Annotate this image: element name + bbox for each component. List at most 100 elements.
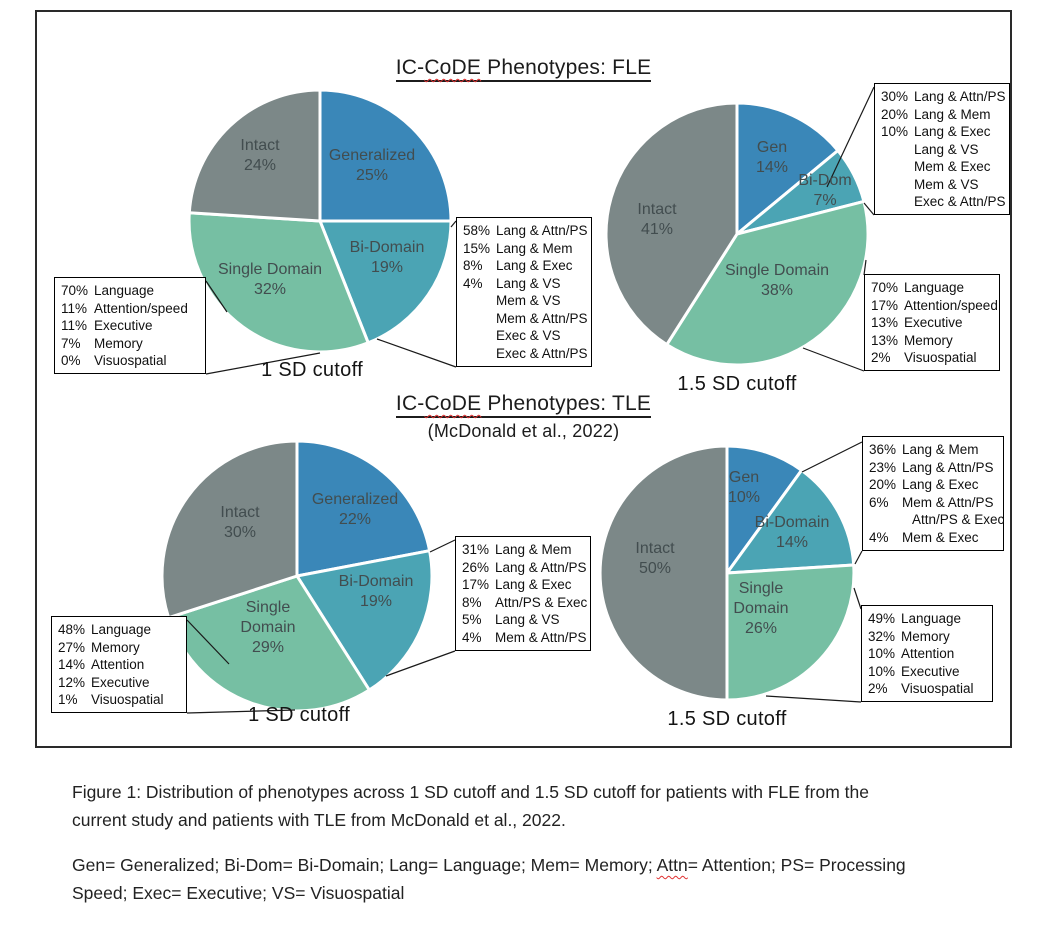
callout-label: Executive: [94, 318, 153, 333]
slice-label-intact-fle-1sd: Intact 24%: [240, 137, 280, 174]
slice-label-intact-fle-1.5sd: Intact 41%: [637, 201, 677, 238]
callout-label: Executive: [901, 663, 960, 679]
slice-label-generalized-fle-1sd: Generalized 25%: [329, 147, 415, 184]
callout-label: Lang & VS: [495, 612, 560, 627]
slice-label-single-domain-fle-1.5sd: Single Domain 38%: [725, 262, 829, 299]
callout-pct: 58%: [463, 223, 491, 238]
callout-row: 8% Lang & Exec: [463, 257, 588, 275]
callout-row: 58% Lang & Attn/PS: [463, 222, 588, 240]
callout-pct: 31%: [462, 542, 490, 557]
callout-label: Visuospatial: [904, 350, 977, 365]
slice-bi-domain-tle-1.5sd: [725, 468, 856, 575]
callout-label: Lang & Mem: [496, 240, 573, 256]
callout-pct: 1%: [58, 692, 78, 707]
callout-single-domain-breakdown-fle-1sd: 70% Language 11% Attention/speed 11% Executiv…: [54, 277, 206, 374]
callout-row: Exec & Attn/PS: [881, 193, 1006, 211]
callout-pct: [881, 141, 914, 159]
fle-title-pre: IC-: [395, 56, 425, 79]
callout-pct: 49%: [868, 611, 896, 626]
callout-pct: [463, 345, 496, 363]
callout-pct: 20%: [869, 477, 897, 492]
callout-pct: 15%: [463, 240, 491, 256]
callout-row: 49% Language: [868, 610, 989, 628]
callout-label: Language: [904, 280, 965, 295]
callout-row: 4% Lang & VS: [463, 275, 588, 293]
callout-row: 10% Lang & Exec: [881, 123, 1006, 141]
slice-single-domain-fle-1.5sd: [665, 199, 870, 367]
callout-row: 7% Memory: [61, 335, 202, 353]
callout-pct: 7%: [61, 335, 81, 351]
callout-label: Executive: [904, 315, 963, 330]
callout-pct: 13%: [871, 315, 899, 330]
slice-label-single-domain-tle-1.5sd: Single Domain 26%: [733, 580, 788, 637]
callout-label: Lang & Mem: [914, 106, 991, 122]
callout-label: Lang & Mem: [495, 542, 572, 557]
callout-line: [186, 619, 230, 665]
callout-row: 27% Memory: [58, 639, 183, 657]
callout-row: Mem & VS: [463, 292, 588, 310]
callout-bi-domain-breakdown-fle-1.5sd: 30% Lang & Attn/PS 20% Lang & Mem 10% Lang & …: [874, 83, 1010, 215]
callout-label: Memory: [901, 628, 950, 644]
slice-intact-fle-1.5sd: [604, 101, 739, 347]
callout-pct: 10%: [868, 663, 896, 679]
slice-bi-domain-tle-1sd: [295, 549, 434, 692]
fle-title-post: Phenotypes: FLE: [481, 56, 652, 79]
tle-title-text: IC-CoDE Phenotypes: TLE: [395, 392, 652, 418]
slice-single-domain-tle-1.5sd: [725, 563, 856, 702]
slice-label-single-domain-fle-1sd: Single Domain 32%: [218, 261, 322, 298]
callout-label: Mem & Attn/PS: [496, 310, 588, 326]
callout-line: [826, 86, 875, 188]
cutoff-label-tle-1.5sd: 1.5 SD cutoff: [667, 708, 787, 730]
fle-title-text: IC-CoDE Phenotypes: FLE: [395, 56, 652, 82]
callout-pct: 14%: [58, 657, 86, 672]
slice-generalized-tle-1sd: [295, 439, 432, 578]
callout-pct: 17%: [462, 577, 490, 592]
callout-row: 32% Memory: [868, 628, 989, 646]
callout-pct: 4%: [462, 629, 482, 645]
slice-generalized-fle-1.5sd: [735, 101, 840, 236]
callout-bi-domain-breakdown-tle-1sd: 31% Lang & Mem 26% Lang & Attn/PS 17% Lang & …: [455, 536, 591, 651]
callout-pct: 70%: [61, 283, 89, 298]
caption-text: Figure 1: Distribution of phenotypes acr…: [72, 782, 869, 830]
callout-row: 2% Visuospatial: [871, 349, 996, 367]
tle-title-spellcheck-word: CoDE: [424, 392, 482, 415]
callout-label: Attn/PS & Exec: [912, 512, 1005, 527]
callout-row: 4% Mem & Attn/PS: [462, 629, 587, 647]
callout-pct: 23%: [869, 459, 897, 475]
slice-label-bi-domain-tle-1.5sd: Bi-Domain 14%: [755, 514, 830, 551]
callout-label: Memory: [94, 335, 143, 351]
callout-label: Attention: [91, 657, 145, 672]
callout-label: Lang & VS: [496, 275, 561, 291]
callout-row: Exec & Attn/PS: [463, 345, 588, 363]
callout-label: Mem & VS: [914, 176, 979, 192]
callout-label: Language: [901, 611, 962, 626]
callout-pct: 0%: [61, 353, 81, 368]
callout-pct: 10%: [881, 124, 909, 139]
callout-pct: 2%: [868, 681, 888, 696]
pie-charts-canvas: Generalized 25% Bi-Domain 19% Single Domain 3…: [160, 86, 875, 714]
callout-label: Memory: [91, 639, 140, 655]
callout-row: 10% Attention: [868, 645, 989, 663]
callout-pct: 70%: [871, 280, 899, 295]
callout-pct: [463, 310, 496, 328]
callout-row: 5% Lang & VS: [462, 611, 587, 629]
callout-row: 20% Lang & Exec: [869, 476, 1000, 494]
callout-pct: 32%: [868, 628, 896, 644]
figure-caption: Figure 1: Distribution of phenotypes acr…: [72, 778, 920, 924]
callout-row: 11% Executive: [61, 317, 202, 335]
callout-row: 15% Lang & Mem: [463, 240, 588, 258]
callout-label: Lang & Exec: [496, 258, 573, 273]
slice-label-intact-tle-1sd: Intact 30%: [220, 504, 260, 541]
callout-row: 36% Lang & Mem: [869, 441, 1000, 459]
callout-row: 8% Attn/PS & Exec: [462, 594, 587, 612]
callout-label: Visuospatial: [901, 681, 974, 696]
callout-label: Lang & Mem: [902, 442, 979, 457]
callout-pct: [463, 327, 496, 345]
callout-pct: 12%: [58, 674, 86, 690]
callout-row: 2% Visuospatial: [868, 680, 989, 698]
tle-section-title: IC-CoDE Phenotypes: TLE (McDonald et al.…: [37, 392, 1010, 442]
slice-label-bi-domain-tle-1sd: Bi-Domain 19%: [339, 573, 414, 610]
callout-line: [863, 202, 875, 216]
callout-row: 13% Executive: [871, 314, 996, 332]
callout-row: Exec & VS: [463, 327, 588, 345]
